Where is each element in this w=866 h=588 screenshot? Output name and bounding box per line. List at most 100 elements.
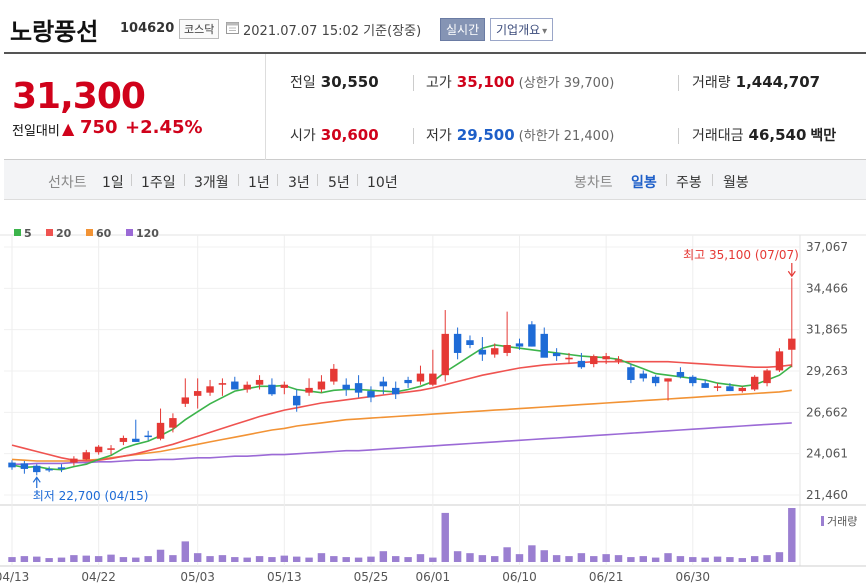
divider xyxy=(277,174,278,186)
open-label: 시가 xyxy=(290,128,316,144)
volume-bar xyxy=(94,556,103,562)
volume-bar xyxy=(491,556,499,562)
candle-body xyxy=(491,348,499,355)
quote-time: 2021.07.07 15:02 기준(장중) xyxy=(243,20,421,39)
candle-body xyxy=(317,381,326,390)
candle-body xyxy=(169,418,177,428)
volume-bar xyxy=(565,556,573,562)
volume-bar xyxy=(602,554,610,562)
divider xyxy=(357,174,358,186)
divider xyxy=(413,75,414,91)
high-value: 35,100 xyxy=(456,73,515,91)
volume-bar xyxy=(540,550,548,562)
period-3m[interactable]: 3개월 xyxy=(194,175,229,191)
candle-body xyxy=(614,359,623,361)
candle-body xyxy=(429,373,437,385)
volume-bar xyxy=(404,557,412,562)
volume-bar xyxy=(590,556,598,562)
candle-body xyxy=(33,465,41,473)
ma60-line xyxy=(11,389,792,462)
legend-label: 5 xyxy=(24,227,32,240)
candle-body xyxy=(193,391,202,396)
volume-bar xyxy=(342,557,350,562)
candle-body xyxy=(466,340,474,345)
x-tick-label: 05/03 xyxy=(180,570,215,584)
chevron-down-icon: ▾ xyxy=(542,26,548,37)
volume-bar xyxy=(218,555,227,562)
divider xyxy=(666,174,667,186)
candle-body xyxy=(689,376,697,384)
candle-body xyxy=(416,373,425,382)
volume-bar xyxy=(639,556,647,562)
realtime-button[interactable]: 실시간 xyxy=(440,18,486,41)
candle-body xyxy=(515,343,524,347)
x-tick-label: 05/25 xyxy=(354,570,389,584)
volume-bar xyxy=(775,552,784,562)
candle-body xyxy=(602,356,610,360)
volume-bar xyxy=(132,557,140,562)
candlestick-chart[interactable]: 37,067 34,466 31,865 29,263 26,662 24,061 21,4… xyxy=(0,200,866,588)
prev-close-label: 전일 xyxy=(290,75,316,91)
candle-body xyxy=(664,378,672,382)
divider xyxy=(184,174,185,186)
low-value: 29,500 xyxy=(456,126,515,144)
volume-bar xyxy=(614,555,623,562)
candle-body xyxy=(255,379,264,385)
volume-bar xyxy=(788,508,796,562)
chart-toolbar: 선차트 1일 1주일 3개월 1년 3년 5년 10년 봉차트 일봉 주봉 월봉 xyxy=(4,160,866,200)
period-1y[interactable]: 1년 xyxy=(248,175,270,191)
volume-bar xyxy=(676,556,685,562)
volume-bar xyxy=(20,556,29,562)
candle-body xyxy=(726,386,734,392)
quote-basis: 기준(장중) xyxy=(363,24,422,39)
candle-daily[interactable]: 일봉 xyxy=(631,175,657,191)
divider xyxy=(712,174,713,186)
period-5y[interactable]: 5년 xyxy=(328,175,350,191)
volume-bar xyxy=(268,557,276,562)
corp-overview-button[interactable]: 기업개요 ▾ xyxy=(490,18,554,41)
candle-weekly[interactable]: 주봉 xyxy=(676,175,702,191)
calendar-icon xyxy=(226,22,239,34)
volume-bar xyxy=(726,557,734,562)
period-1w[interactable]: 1주일 xyxy=(141,175,176,191)
period-10y[interactable]: 10년 xyxy=(367,175,398,191)
quote-summary: 31,300 전일대비 ▲ 750 +2.45% 전일 30,550 고가 35,1… xyxy=(4,52,866,160)
volume-bar xyxy=(664,553,672,562)
volume: 거래량 1,444,707 xyxy=(692,72,820,92)
candle-body xyxy=(231,381,239,390)
y-tick-label: 26,662 xyxy=(806,405,848,419)
volume-bar xyxy=(515,554,524,562)
candle-body xyxy=(268,384,276,395)
candle-body xyxy=(181,397,190,404)
candle-body xyxy=(218,383,227,385)
candle-body xyxy=(206,386,214,393)
volume-value: 1,444,707 xyxy=(735,73,821,91)
candle-body xyxy=(738,387,747,392)
period-1d[interactable]: 1일 xyxy=(102,175,124,191)
volume-bar xyxy=(577,553,586,562)
price-change: 750 xyxy=(80,117,118,138)
volume-bar xyxy=(255,556,264,562)
upper-limit: (상한가 39,700) xyxy=(518,76,615,91)
candle-body xyxy=(565,357,573,360)
candle-body xyxy=(280,384,289,388)
quote-datetime: 2021.07.07 15:02 xyxy=(243,24,360,39)
volume-bar xyxy=(70,555,78,562)
volume-bar xyxy=(206,556,214,562)
legend-swatch xyxy=(46,229,53,236)
candle-body xyxy=(292,395,301,406)
volume-bar xyxy=(292,556,301,562)
trade-amount: 거래대금 46,540 백만 xyxy=(692,125,836,145)
candle-body xyxy=(590,356,598,365)
volume-legend-swatch xyxy=(821,516,824,526)
x-tick-label: 05/13 xyxy=(267,570,302,584)
amount-value: 46,540 xyxy=(748,126,807,144)
volume-bar xyxy=(330,556,338,562)
volume-bar xyxy=(181,541,190,562)
period-3y[interactable]: 3년 xyxy=(288,175,310,191)
candle-monthly[interactable]: 월봉 xyxy=(723,175,749,191)
candle-body xyxy=(243,384,251,390)
candle-body xyxy=(57,467,66,469)
volume-bar xyxy=(763,555,771,562)
lower-limit: (하한가 21,400) xyxy=(518,129,615,144)
